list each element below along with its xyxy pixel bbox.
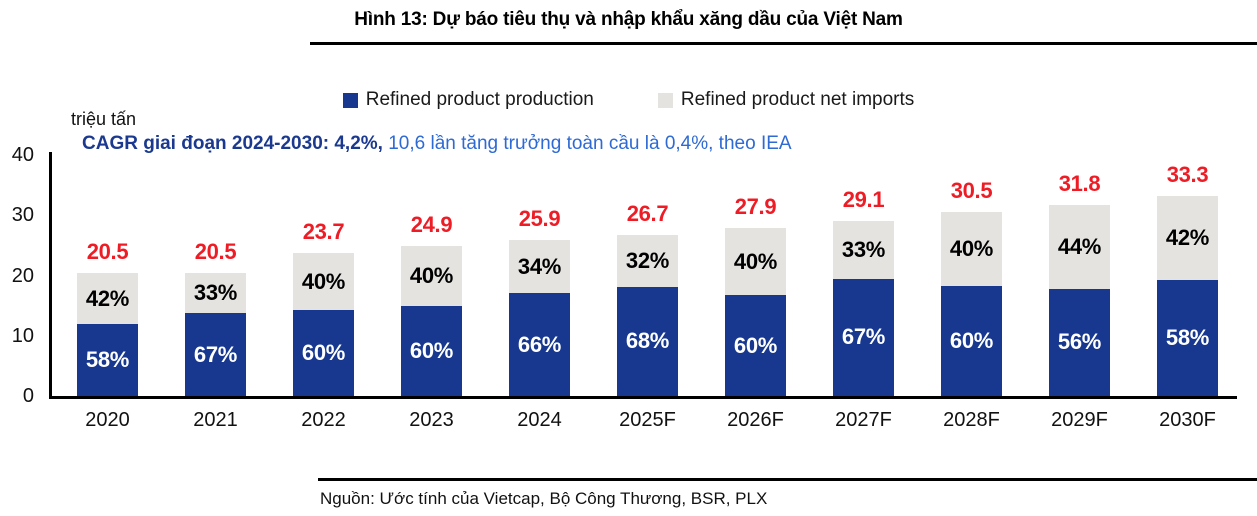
label-2030F-production-pct: 58% [1165,324,1210,350]
legend-label-production: Refined product production [365,89,594,110]
label-2020-net-imports-pct: 42% [85,285,130,311]
cagr-annotation-rest: 10,6 lần tăng trưởng toàn cầu là 0,4%, t… [382,133,792,154]
x-axis-tick-label-2028F: 2028F [943,409,1000,431]
x-axis-line [49,396,1237,399]
label-2021-total: 20.5 [194,238,237,264]
bar-2025F-production-segment [617,286,678,396]
legend-swatch-production [342,92,358,108]
bar-2030F-net-imports-segment [1157,195,1218,280]
label-2020-total: 20.5 [86,238,129,264]
label-2029F-total: 31.8 [1058,170,1101,196]
label-2030F-total: 33.3 [1166,161,1209,187]
legend-label-net-imports: Refined product net imports [680,89,915,110]
bar-2029F-production-segment [1049,288,1110,396]
bar-2021-net-imports-segment [185,272,246,314]
label-2028F-production-pct: 60% [949,327,994,353]
bar-2030F-production-segment [1157,279,1218,396]
label-2020-production-pct: 58% [85,347,130,373]
figure-title: Hình 13: Dự báo tiêu thụ và nhập khẩu xă… [354,9,903,30]
bar-2020-net-imports-segment [77,272,138,325]
label-2025F-total: 26.7 [626,201,669,227]
label-2027F-production-pct: 67% [841,324,886,350]
bar-2024-net-imports-segment [509,240,570,294]
legend-item-production: Refined product production [342,89,594,111]
label-2029F-net-imports-pct: 44% [1057,233,1102,259]
y-axis-line [49,152,52,399]
x-axis-tick-label-2024: 2024 [517,409,562,431]
label-2022-net-imports-pct: 40% [301,268,346,294]
label-2024-production-pct: 66% [517,331,562,357]
x-axis-tick-label-2027F: 2027F [835,409,892,431]
label-2023-net-imports-pct: 40% [409,263,454,289]
x-axis-tick-label-2030F: 2030F [1159,409,1216,431]
label-2026F-total: 27.9 [734,194,777,220]
label-2023-total: 24.9 [410,212,453,238]
source-note: Nguồn: Ước tính của Vietcap, Bộ Công Thư… [320,489,768,508]
label-2023-production-pct: 60% [409,338,454,364]
bar-2029F-net-imports-segment [1049,204,1110,289]
legend-swatch-net-imports [657,92,673,108]
bar-2026F-production-segment [725,295,786,396]
bar-2022-net-imports-segment [293,253,354,311]
label-2026F-net-imports-pct: 40% [733,248,778,274]
x-axis-tick-label-2029F: 2029F [1051,409,1108,431]
bar-2025F-net-imports-segment [617,235,678,287]
y-axis-tick-label: 10 [11,324,34,347]
label-2026F-production-pct: 60% [733,332,778,358]
label-2030F-net-imports-pct: 42% [1165,224,1210,250]
y-axis-tick-label: 30 [11,204,34,227]
label-2028F-net-imports-pct: 40% [949,236,994,262]
label-2025F-net-imports-pct: 32% [625,247,670,273]
bar-2028F-net-imports-segment [941,212,1002,286]
label-2022-production-pct: 60% [301,340,346,366]
bar-2024-production-segment [509,293,570,396]
label-2024-net-imports-pct: 34% [517,253,562,279]
y-axis-tick-label: 0 [22,385,34,407]
y-axis-tick-label: 40 [11,144,34,167]
label-2022-total: 23.7 [302,219,345,245]
title-divider [310,42,1257,45]
bar-2027F-production-segment [833,278,894,396]
bar-2023-net-imports-segment [401,246,462,307]
bar-2021-production-segment [185,313,246,396]
x-axis-tick-label-2022: 2022 [301,409,346,431]
label-2027F-total: 29.1 [842,186,885,212]
x-axis-tick-label-2023: 2023 [409,409,454,431]
bar-2026F-net-imports-segment [725,228,786,296]
bar-2023-production-segment [401,306,462,396]
label-2025F-production-pct: 68% [625,328,670,354]
x-axis-tick-label-2021: 2021 [193,409,238,431]
bar-2022-production-segment [293,310,354,396]
label-2021-net-imports-pct: 33% [193,279,238,305]
y-axis-unit-label: triệu tấn [71,109,137,129]
y-axis-tick-label: 20 [11,264,34,287]
bar-2020-production-segment [77,324,138,396]
label-2021-production-pct: 67% [193,341,238,367]
legend-item-net-imports: Refined product net imports [657,89,915,111]
x-axis-tick-label-2025F: 2025F [619,409,676,431]
x-axis-tick-label-2020: 2020 [85,409,130,431]
bar-2027F-net-imports-segment [833,220,894,279]
source-divider [318,478,1257,481]
chart-legend: Refined product production Refined produ… [0,89,1257,111]
label-2027F-net-imports-pct: 33% [841,236,886,262]
cagr-annotation-bold: CAGR giai đoạn 2024-2030: 4,2%, [82,133,383,154]
x-axis-tick-label-2026F: 2026F [727,409,784,431]
label-2028F-total: 30.5 [950,178,993,204]
bar-2028F-production-segment [941,285,1002,396]
label-2024-total: 25.9 [518,206,561,232]
label-2029F-production-pct: 56% [1057,329,1102,355]
cagr-annotation: CAGR giai đoạn 2024-2030: 4,2%, 10,6 lần… [82,133,792,155]
